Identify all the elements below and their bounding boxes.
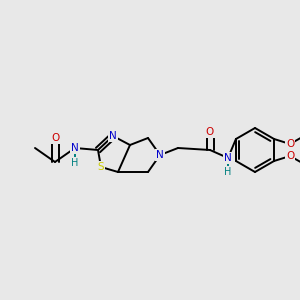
Text: O: O xyxy=(286,139,294,149)
Text: N: N xyxy=(71,143,79,153)
Text: S: S xyxy=(98,162,104,172)
Text: O: O xyxy=(51,133,59,143)
Text: H: H xyxy=(224,167,232,177)
Text: N: N xyxy=(156,150,164,160)
Text: N: N xyxy=(109,131,117,141)
Text: N: N xyxy=(224,153,232,163)
Text: H: H xyxy=(71,158,79,168)
Text: O: O xyxy=(206,127,214,137)
Text: O: O xyxy=(286,151,294,161)
